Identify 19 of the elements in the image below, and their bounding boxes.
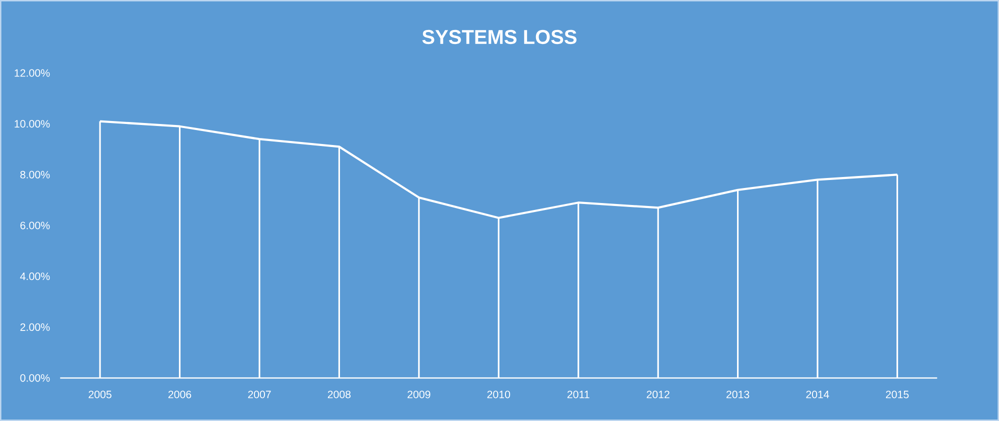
- x-tick-label: 2006: [168, 390, 192, 398]
- x-tick-label: 2009: [408, 390, 430, 398]
- y-tick-label: 12.00%: [14, 69, 50, 77]
- x-tick-label: 2011: [567, 390, 590, 398]
- y-tick-label: 8.00%: [20, 170, 50, 178]
- x-tick-label: 2005: [88, 390, 112, 398]
- x-tick-label: 2010: [487, 390, 510, 398]
- y-tick-label: 0.00%: [20, 374, 50, 382]
- x-tick-label: 2014: [806, 390, 830, 398]
- y-tick-label: 2.00%: [20, 323, 50, 331]
- x-tick-label: 2007: [248, 390, 271, 398]
- y-tick-label: 4.00%: [20, 272, 50, 280]
- chart-title: SYSTEMS LOSS: [422, 30, 576, 44]
- x-tick-label: 2013: [726, 390, 750, 398]
- x-tick-label: 2015: [886, 390, 909, 398]
- y-tick-label: 10.00%: [14, 120, 50, 128]
- x-tick-label: 2008: [328, 390, 351, 398]
- y-tick-label: 6.00%: [20, 222, 50, 230]
- x-tick-label: 2012: [646, 390, 670, 398]
